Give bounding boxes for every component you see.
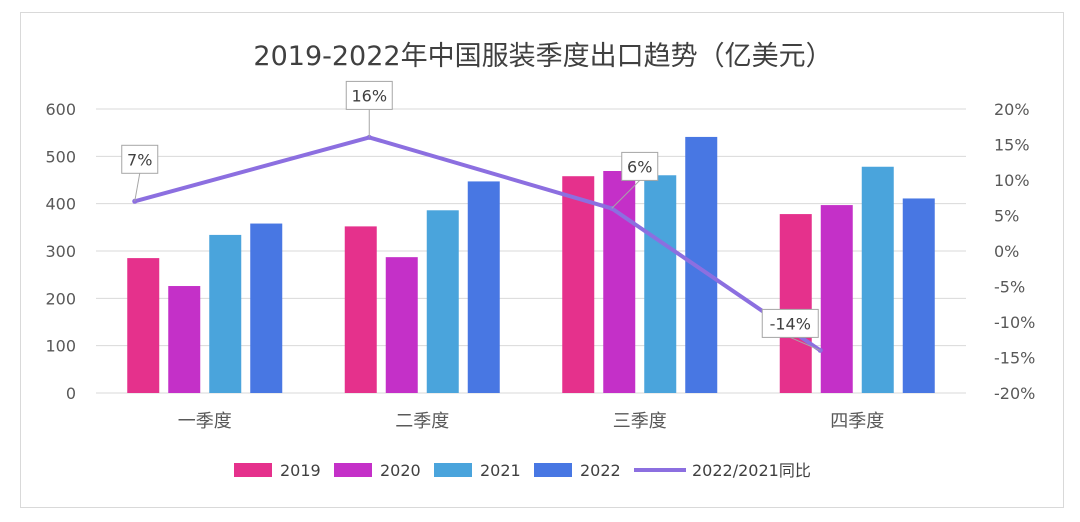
category-label: 三季度 <box>613 411 667 432</box>
left-tick-label: 600 <box>45 100 76 119</box>
left-axis: 0 100 200 300 400 500 600 <box>45 100 76 403</box>
left-tick-label: 100 <box>45 337 76 356</box>
right-tick-label: 20% <box>994 100 1030 119</box>
bar-series <box>127 136 935 393</box>
data-label: -14% <box>770 314 811 333</box>
bar-2021-1 <box>209 234 242 393</box>
bar-2021-3 <box>644 175 677 393</box>
line-2022/2021同比 <box>132 135 823 353</box>
legend-label: 2020 <box>380 461 421 480</box>
data-label-box <box>345 80 393 110</box>
bar-2022-4 <box>902 198 935 393</box>
left-tick-label: 0 <box>66 384 76 403</box>
right-tick-label: 15% <box>994 136 1030 155</box>
legend-label: 2022 <box>580 461 621 480</box>
data-label-box <box>621 151 659 181</box>
bar-2020-4 <box>820 205 853 393</box>
right-tick-label: -5% <box>994 278 1025 297</box>
data-label-leader <box>611 180 641 209</box>
right-tick-label: 5% <box>994 207 1019 226</box>
left-tick-label: 400 <box>45 195 76 214</box>
legend-swatch <box>334 463 372 477</box>
right-tick-label: -20% <box>994 384 1035 403</box>
bar-2019-2 <box>344 226 377 393</box>
bar-2019-1 <box>127 258 160 393</box>
legend-label: 2022/2021同比 <box>692 461 811 480</box>
legend-swatch <box>534 463 572 477</box>
bar-2020-3 <box>603 171 636 393</box>
data-label-leader <box>134 173 141 202</box>
right-tick-label: -15% <box>994 349 1035 368</box>
legend: 2019 2020 2021 2022 2022/2021同比 <box>234 461 811 480</box>
data-label: 6% <box>627 157 652 176</box>
data-label-box <box>121 144 159 174</box>
line-series: 7% 16% 6% -14% <box>121 80 823 353</box>
bar-2022-3 <box>685 136 718 393</box>
right-tick-label: 0% <box>994 242 1019 261</box>
left-tick-label: 500 <box>45 147 76 166</box>
bar-2022-1 <box>250 223 283 393</box>
left-tick-label: 300 <box>45 242 76 261</box>
right-tick-label: -10% <box>994 313 1035 332</box>
legend-label: 2019 <box>280 461 321 480</box>
right-axis: -20% -15% -10% -5% 0% 5% 10% 15% 20% <box>994 100 1035 403</box>
category-label: 二季度 <box>395 411 449 432</box>
bar-2021-4 <box>861 166 894 393</box>
category-label: 四季度 <box>830 411 884 432</box>
category-axis: 一季度 二季度 三季度 四季度 <box>178 411 885 432</box>
right-tick-label: 10% <box>994 171 1030 190</box>
chart-title: 2019-2022年中国服装季度出口趋势（亿美元） <box>253 41 832 72</box>
legend-label: 2021 <box>480 461 521 480</box>
data-label: 16% <box>351 86 387 105</box>
left-tick-label: 200 <box>45 289 76 308</box>
bar-2020-1 <box>168 286 201 393</box>
data-label-leader <box>790 336 821 351</box>
chart-svg: 2019-2022年中国服装季度出口趋势（亿美元） 7% 16% 6% -14% 0 1… <box>45 41 1035 480</box>
bar-2021-2 <box>426 210 459 393</box>
category-label: 一季度 <box>178 411 232 432</box>
legend-swatch <box>434 463 472 477</box>
bar-2019-4 <box>779 214 812 393</box>
legend-swatch <box>234 463 272 477</box>
bar-2019-3 <box>562 176 595 393</box>
data-label-box <box>761 308 819 338</box>
bar-2022-2 <box>467 181 500 393</box>
data-label: 7% <box>127 150 152 169</box>
bar-2020-2 <box>385 257 418 393</box>
chart-frame: 2019-2022年中国服装季度出口趋势（亿美元） 7% 16% 6% -14% 0 1… <box>20 12 1064 508</box>
